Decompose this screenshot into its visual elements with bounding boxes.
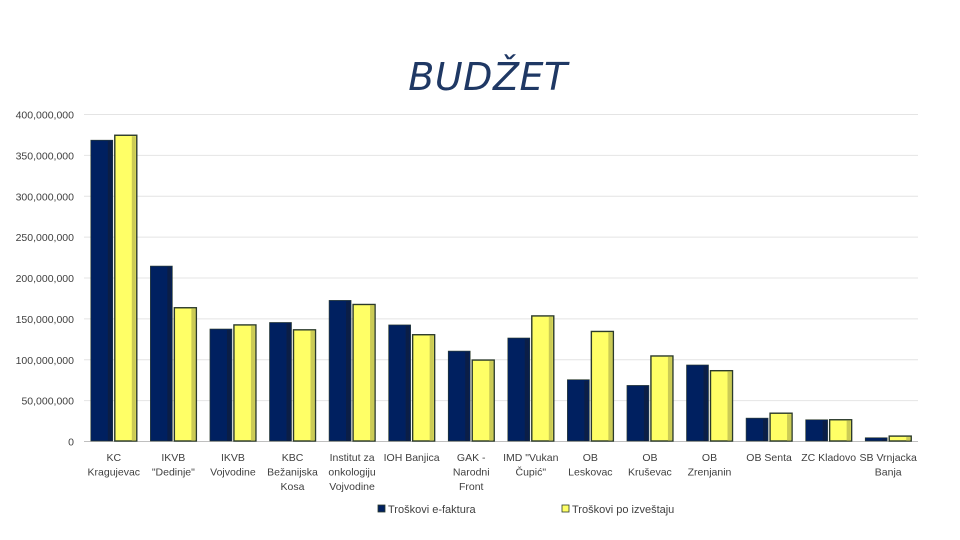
bar-e-faktura [507,337,531,442]
bar-po-izvestaju [352,303,376,442]
bar-po-izvestaju [650,355,674,442]
x-tick-label: GAK -Narodni Front [453,452,490,493]
bar-e-faktura [686,364,709,442]
bar-po-izvestaju [888,435,912,442]
y-tick-label: 50,000,000 [21,396,74,408]
bar-po-izvestaju [233,324,257,442]
x-tick-label: OB Kruševac [628,452,672,479]
bar-po-izvestaju [173,307,198,442]
bar-e-faktura [90,139,114,442]
legend-swatch [377,504,386,513]
bar-e-faktura [626,385,650,442]
bar-e-faktura [567,379,590,442]
bar-e-faktura [447,350,471,442]
bar-po-izvestaju [531,315,555,442]
legend-item: Troškovi po izveštaju [561,504,674,516]
legend-swatch [561,504,570,513]
bar-e-faktura [805,419,828,442]
bar-e-faktura [864,437,888,442]
bar-po-izvestaju [114,134,138,442]
x-tick-label: OB Leskovac [568,452,612,479]
bar-po-izvestaju [411,334,436,442]
x-axis-labels: KC Kragujevac IKVB "Dedinje" IKVB Vojvodine KB… [88,452,918,493]
x-tick-label: Institut za onkologiju Vojvodine [328,452,375,493]
y-tick-label: 400,000,000 [16,110,75,122]
y-tick-label: 150,000,000 [16,314,75,326]
x-tick-label: IKVB Vojvodine [210,452,256,479]
bar-po-izvestaju [292,329,317,442]
legend-label: Troškovi e-faktura [388,504,477,516]
legend: Troškovi e-faktura Troškovi po izveštaju [377,504,674,516]
x-tick-label: IMD "Vukan Čupić" [503,452,558,479]
bar-e-faktura [269,322,292,442]
x-tick-label: KC Kragujevac [88,452,141,479]
legend-label: Troškovi po izveštaju [572,504,674,516]
x-tick-label: OB Senta [746,452,792,464]
x-tick-label: SB Vrnjacka Banja [860,452,918,479]
bar-po-izvestaju [590,330,615,442]
y-tick-label: 0 [68,437,74,449]
x-tick-label: ZC Kladovo [801,452,856,464]
x-tick-label: KBC Bežanijska Kosa [267,452,318,493]
y-tick-label: 100,000,000 [16,355,75,367]
legend-item: Troškovi e-faktura [377,504,477,516]
bar-e-faktura [209,328,233,442]
x-tick-label: IOH Banjica [384,452,440,464]
bar-po-izvestaju [828,419,853,442]
bar-po-izvestaju [709,369,734,442]
bar-e-faktura [150,265,173,442]
x-tick-label: IKVB "Dedinje" [152,452,195,479]
y-tick-label: 200,000,000 [16,273,75,285]
bar-e-faktura [328,300,352,442]
bar-e-faktura [388,324,411,442]
y-tick-label: 350,000,000 [16,150,75,162]
x-tick-label: OB Zrenjanin [688,452,732,479]
bar-po-izvestaju [769,412,793,442]
bar-e-faktura [745,417,769,442]
y-tick-label: 300,000,000 [16,191,75,203]
bars [90,134,912,442]
bar-po-izvestaju [471,359,495,442]
chart-title: BUDŽET [408,55,568,99]
gridlines [84,114,918,442]
y-axis-ticks: 400,000,000 350,000,000 300,000,000 250,000… [16,110,75,449]
y-tick-label: 250,000,000 [16,232,75,244]
